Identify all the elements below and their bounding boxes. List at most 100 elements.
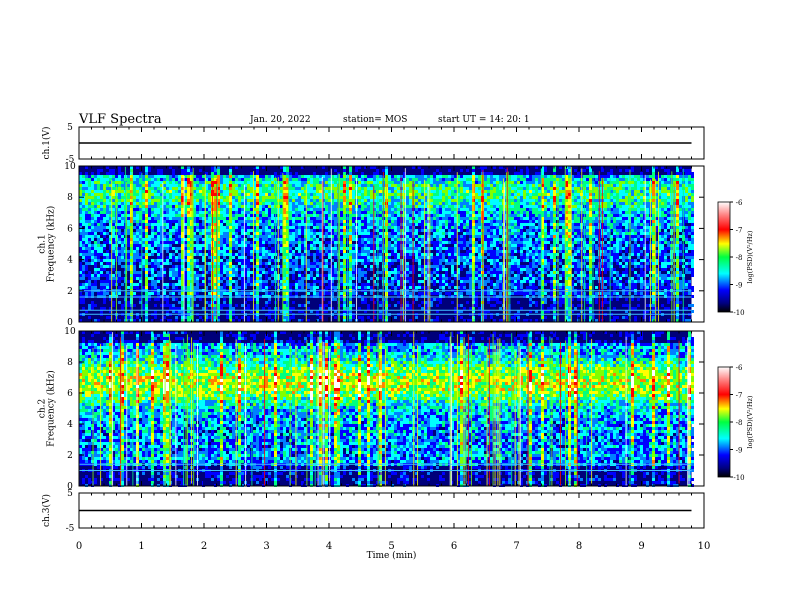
- spectrogram-cell: [157, 253, 160, 256]
- spectrogram-cell: [415, 247, 418, 250]
- spectrogram-cell: [85, 214, 88, 217]
- spectrogram-cell: [118, 175, 121, 178]
- spectrogram-cell: [160, 172, 163, 175]
- spectrogram-cell: [361, 175, 364, 178]
- spectrogram-cell: [418, 178, 421, 181]
- spectrogram-cell: [424, 181, 427, 184]
- spectrogram-cell: [160, 214, 163, 217]
- spectrogram-cell: [178, 280, 181, 283]
- spectrogram-cell: [298, 193, 301, 196]
- spectrogram-cell: [436, 265, 439, 268]
- spectrogram-cell: [316, 175, 319, 178]
- spectrogram-cell: [172, 271, 175, 274]
- spectrogram-cell: [256, 268, 259, 271]
- spectrogram-cell: [430, 211, 433, 214]
- spectrogram-cell: [202, 217, 205, 220]
- spectrogram-cell: [238, 250, 241, 253]
- spectrogram-cell: [232, 202, 235, 205]
- spectrogram-cell: [304, 217, 307, 220]
- spectrogram-cell: [88, 316, 91, 319]
- spectrogram-cell: [256, 244, 259, 247]
- spectrogram-cell: [289, 262, 292, 265]
- spectrogram-cell: [136, 181, 139, 184]
- spectrogram-cell: [343, 307, 346, 310]
- spectrogram-cell: [190, 220, 193, 223]
- spectrogram-cell: [268, 235, 271, 238]
- spectrogram-cell: [298, 271, 301, 274]
- spectrogram-cell: [217, 295, 220, 298]
- spectrogram-cell: [121, 202, 124, 205]
- spectrogram-cell: [187, 283, 190, 286]
- spectrogram-cell: [289, 199, 292, 202]
- spectrogram-cell: [193, 286, 196, 289]
- spectrogram-cell: [439, 226, 442, 229]
- spectrogram-cell: [196, 262, 199, 265]
- spectrogram-cell: [169, 247, 172, 250]
- spectrogram-cell: [97, 199, 100, 202]
- spectrogram-cell: [229, 211, 232, 214]
- spectrogram-cell: [142, 211, 145, 214]
- spectrogram-cell: [280, 277, 283, 280]
- spectrogram-cell: [121, 241, 124, 244]
- spectrogram-cell: [283, 253, 286, 256]
- spectrogram-cell: [307, 205, 310, 208]
- spectrogram-cell: [205, 226, 208, 229]
- spectrogram-cell: [304, 250, 307, 253]
- spectrogram-cell: [406, 181, 409, 184]
- spectrogram-cell: [406, 277, 409, 280]
- spectrogram-cell: [136, 271, 139, 274]
- spectrogram-cell: [163, 214, 166, 217]
- spectrogram-cell: [127, 208, 130, 211]
- spectrogram-cell: [97, 220, 100, 223]
- spectrogram-cell: [109, 220, 112, 223]
- spectrogram-cell: [109, 286, 112, 289]
- spectrogram-cell: [259, 238, 262, 241]
- spectrogram-cell: [292, 193, 295, 196]
- spectrogram-cell: [238, 196, 241, 199]
- spectrogram-cell: [103, 190, 106, 193]
- spectrogram-cell: [328, 187, 331, 190]
- spectrogram-cell: [364, 217, 367, 220]
- spectrogram-cell: [229, 193, 232, 196]
- spectrogram-cell: [187, 292, 190, 295]
- spectrogram-cell: [259, 262, 262, 265]
- spectrogram-cell: [229, 283, 232, 286]
- spectrogram-cell: [208, 214, 211, 217]
- spectrogram-cell: [178, 268, 181, 271]
- spectrogram-cell: [436, 202, 439, 205]
- spectrogram-cell: [409, 208, 412, 211]
- spectrogram-cell: [325, 229, 328, 232]
- spectrogram-cell: [112, 295, 115, 298]
- spectrogram-cell: [379, 208, 382, 211]
- spectrogram-cell: [199, 268, 202, 271]
- spectrogram-cell: [292, 175, 295, 178]
- spectrogram-cell: [328, 292, 331, 295]
- spectrogram-cell: [343, 202, 346, 205]
- spectrogram-cell: [223, 184, 226, 187]
- spectrogram-cell: [241, 295, 244, 298]
- spectrogram-cell: [160, 187, 163, 190]
- spectrogram-cell: [364, 298, 367, 301]
- spectrogram-cell: [394, 232, 397, 235]
- spectrogram-cell: [301, 277, 304, 280]
- spectrogram-cell: [442, 232, 445, 235]
- spectrogram-cell: [319, 214, 322, 217]
- spectrogram-cell: [403, 202, 406, 205]
- spectrogram-cell: [304, 208, 307, 211]
- spectrogram-cell: [253, 244, 256, 247]
- spectrogram-cell: [394, 220, 397, 223]
- spectrogram-cell: [334, 268, 337, 271]
- spectrogram-cell: [349, 193, 352, 196]
- spectrogram-cell: [223, 190, 226, 193]
- spectrogram-cell: [85, 220, 88, 223]
- spectrogram-cell: [331, 274, 334, 277]
- spectrogram-cell: [352, 247, 355, 250]
- spectrogram-cell: [202, 229, 205, 232]
- spectrogram-cell: [349, 304, 352, 307]
- spectrogram-cell: [304, 193, 307, 196]
- spectrogram-cell: [310, 199, 313, 202]
- spectrogram-cell: [193, 199, 196, 202]
- spectrogram-cell: [289, 181, 292, 184]
- spectrogram-cell: [439, 277, 442, 280]
- spectrogram-cell: [229, 214, 232, 217]
